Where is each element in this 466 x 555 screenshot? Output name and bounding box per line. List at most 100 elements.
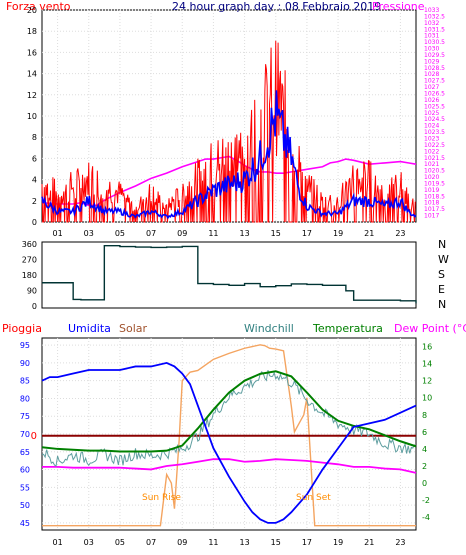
humidity-tick: 95: [20, 341, 30, 350]
temperature-legend: Temperatura: [312, 322, 383, 335]
wind-speed-tick: 8: [32, 133, 37, 142]
pressure-tick: 1017.5: [424, 206, 445, 213]
windchill-line: [41, 370, 415, 468]
pressure-tick: 1021: [424, 161, 439, 168]
wind-speed-tick: 0: [32, 218, 37, 227]
temperature-hour-tick: 03: [84, 538, 94, 547]
wind-average-line: [41, 90, 417, 220]
pressure-tick: 1029.5: [424, 52, 445, 59]
humidity-axis: 45 50 55 60 65 70 75 80 85 90 95: [20, 341, 30, 528]
pressure-tick: 1023: [424, 135, 439, 142]
humidity-tick: 60: [20, 466, 30, 475]
pressure-tick: 1032: [424, 20, 439, 27]
pressure-tick: 1025: [424, 110, 439, 117]
wind-hour-tick: 23: [395, 229, 405, 238]
temperature-tick: -2: [422, 496, 430, 505]
solar-legend: Solar: [119, 322, 148, 335]
pressure-tick: 1028.5: [424, 65, 445, 72]
pressure-tick: 1033: [424, 7, 439, 14]
temperature-tick: 0: [422, 479, 427, 488]
wind-hour-tick: 01: [52, 229, 62, 238]
temperature-axis: -4 -2 0 2 4 6 8 10 12 14 16: [422, 343, 432, 523]
pressure-tick: 1032.5: [424, 13, 445, 20]
temperature-hour-tick: 13: [239, 538, 249, 547]
wind-speed-tick: 12: [27, 91, 37, 100]
compass-label: W: [438, 253, 449, 266]
wind-hour-tick: 15: [271, 229, 281, 238]
compass-label: N: [438, 238, 446, 251]
pressure-tick: 1030.5: [424, 39, 445, 46]
humidity-line: [41, 361, 417, 524]
compass-label: S: [438, 268, 445, 281]
wind-speed-tick: 4: [32, 176, 37, 185]
rain-legend: Pioggia: [2, 322, 42, 335]
wind-gust-line: [41, 40, 416, 223]
humidity-tick: 65: [20, 448, 30, 457]
pressure-tick: 1026.5: [424, 91, 445, 98]
temperature-hour-tick: 19: [333, 538, 343, 547]
pressure-tick: 1020.5: [424, 168, 445, 175]
dewpoint-legend: Dew Point (°C): [394, 322, 466, 335]
wind-hour-tick: 03: [84, 229, 94, 238]
pressure-legend: Pressione: [372, 0, 425, 13]
temperature-tick: 6: [422, 428, 427, 437]
temperature-tick: 2: [422, 462, 427, 471]
pressure-axis: 10171017.510181018.510191019.510201020.5…: [424, 7, 445, 220]
direction-tick: 180: [22, 271, 37, 280]
pressure-tick: 1023.5: [424, 129, 445, 136]
pressure-tick: 1026: [424, 97, 439, 104]
pressure-tick: 1030: [424, 46, 439, 53]
pressure-tick: 1029: [424, 58, 439, 65]
wind-hour-tick: 17: [302, 229, 312, 238]
compass-label: N: [438, 298, 446, 311]
dewpoint-line: [42, 458, 417, 474]
humidity-tick: 90: [20, 359, 30, 368]
direction-tick: 0: [32, 302, 37, 311]
compass-label: E: [438, 283, 445, 296]
wind-hour-tick: 07: [146, 229, 156, 238]
temperature-hour-tick: 09: [177, 538, 187, 547]
humidity-tick: 80: [20, 394, 30, 403]
temperature-tick: 12: [422, 377, 432, 386]
temperature-tick: 8: [422, 411, 427, 420]
wind-speed-tick: 6: [32, 154, 37, 163]
temperature-hour-tick: 05: [115, 538, 125, 547]
pressure-tick: 1019: [424, 187, 439, 194]
wind-direction-line: [42, 245, 417, 304]
wind-speed-tick: 2: [32, 197, 37, 206]
temperature-tick: 4: [422, 445, 427, 454]
pressure-tick: 1025.5: [424, 103, 445, 110]
windchill-legend: Windchill: [244, 322, 294, 335]
wind-speed-tick: 20: [27, 6, 37, 15]
wind-speed-axis: 0 2 4 6 8 10 12 14 16 18 20: [27, 6, 37, 227]
temperature-tick: 10: [422, 394, 432, 403]
temperature-tick: -4: [422, 513, 430, 522]
sunset-label: Sun Set: [296, 493, 331, 503]
wind-hour-tick: 19: [333, 229, 343, 238]
wind-hour-tick: 05: [115, 229, 125, 238]
wind-speed-tick: 16: [27, 48, 37, 57]
pressure-tick: 1021.5: [424, 155, 445, 162]
humidity-legend: Umidita: [68, 322, 111, 335]
wind-hour-tick: 21: [364, 229, 374, 238]
pressure-tick: 1018: [424, 200, 439, 207]
pressure-tick: 1020: [424, 174, 439, 181]
temperature-hour-tick: 07: [146, 538, 156, 547]
wind-hour-tick: 09: [177, 229, 187, 238]
wind-hour-tick: 11: [208, 229, 218, 238]
direction-tick: 360: [22, 240, 37, 249]
pressure-tick: 1031: [424, 33, 439, 40]
wind-pressure-panel: Forza vento 24 hour graph day : 08 Febbr…: [6, 0, 445, 238]
humidity-tick: 45: [20, 519, 30, 528]
sunrise-label: Sun Rise: [142, 493, 181, 503]
temperature-humidity-panel: Pioggia Umidita Solar Windchill Temperat…: [2, 322, 466, 547]
temperature-hour-tick: 01: [52, 538, 62, 547]
temperature-hour-axis: 01 03 05 07 09 11 13 15 17 19 21 23: [52, 538, 405, 547]
pressure-tick: 1019.5: [424, 180, 445, 187]
temperature-hour-tick: 11: [208, 538, 218, 547]
temperature-hour-tick: 15: [271, 538, 281, 547]
wind-hour-axis: 01 03 05 07 09 11 13 15 17 19 21 23: [52, 229, 405, 238]
wind-speed-tick: 18: [27, 27, 37, 36]
